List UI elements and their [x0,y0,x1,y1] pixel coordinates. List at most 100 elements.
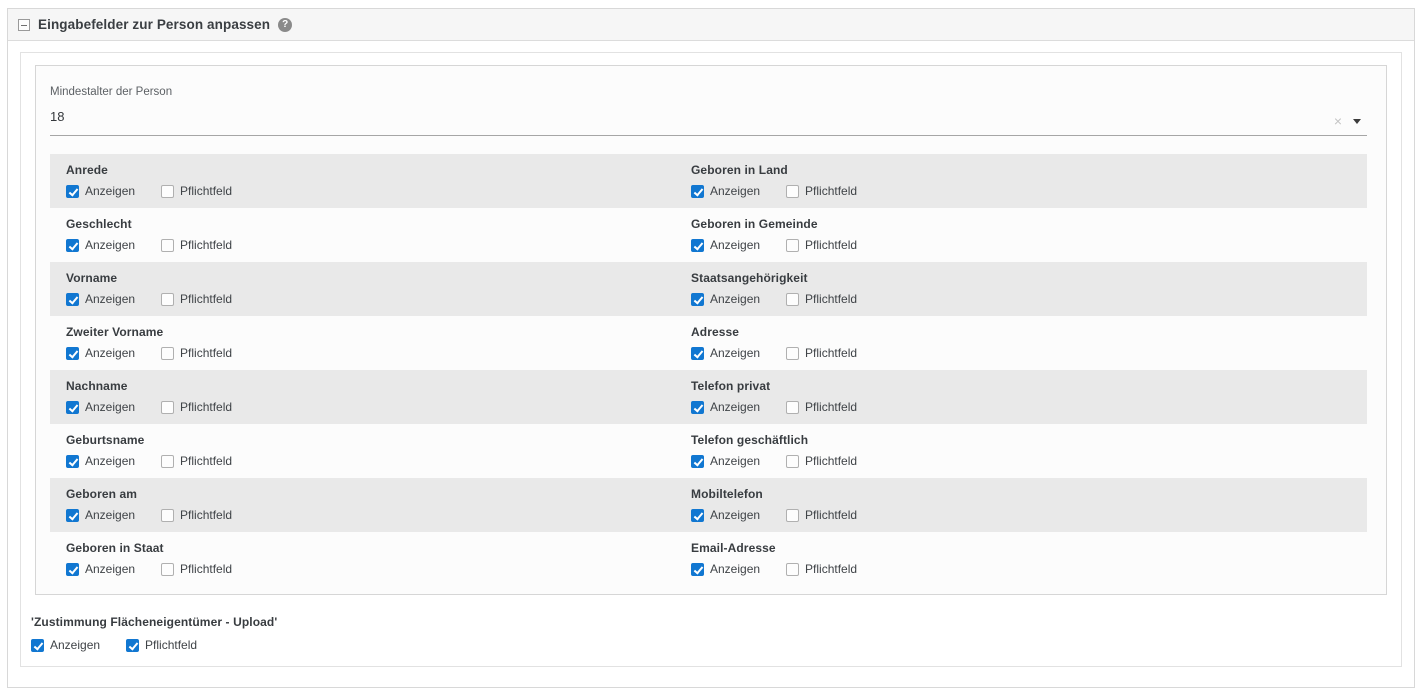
anzeigen-checkbox[interactable] [691,292,704,306]
anzeigen-label: Anzeigen [710,508,761,522]
pflichtfeld-label: Pflichtfeld [805,292,858,306]
required-checkbox-group: Pflichtfeld [786,508,857,522]
pflichtfeld-checkbox[interactable] [786,238,800,252]
help-icon[interactable]: ? [278,17,293,32]
field-row: Geburtsname Anzeigen Pflichtfeld Telefon… [50,424,1367,478]
checkbox-line: Anzeigen Pflichtfeld [31,638,1391,652]
field-row: Anrede Anzeigen Pflichtfeld Geboren in L… [50,154,1367,208]
anzeigen-checkbox[interactable] [691,454,704,468]
required-checkbox-group: Pflichtfeld [161,238,232,252]
field-config-cell: Geboren in Gemeinde Anzeigen Pflichtfeld [675,208,1367,262]
pflichtfeld-checkbox[interactable] [161,292,175,306]
anzeigen-checkbox[interactable] [691,508,704,522]
pflichtfeld-checkbox[interactable] [786,400,800,414]
min-age-value: 18 [50,109,65,124]
required-checkbox-group: Pflichtfeld [786,562,857,576]
clear-icon[interactable]: × [1333,113,1342,129]
collapse-icon[interactable] [18,18,30,31]
anzeigen-checkbox[interactable] [66,400,79,414]
show-checkbox-group: Anzeigen [66,346,135,360]
person-fields-section: Eingabefelder zur Person anpassen ? Mind… [7,8,1415,688]
checkbox-line: Anzeigen Pflichtfeld [691,400,1367,414]
anzeigen-checkbox[interactable] [691,400,704,414]
checkbox-line: Anzeigen Pflichtfeld [66,238,675,252]
show-checkbox-group: Anzeigen [66,184,135,198]
anzeigen-label: Anzeigen [85,400,136,414]
field-label: Email-Adresse [691,541,776,555]
required-checkbox-group: Pflichtfeld [161,400,232,414]
required-checkbox-group: Pflichtfeld [126,638,197,652]
anzeigen-checkbox[interactable] [66,184,79,198]
show-checkbox-group: Anzeigen [31,638,100,652]
min-age-select[interactable]: 18 × [50,108,1367,136]
pflichtfeld-label: Pflichtfeld [805,562,858,576]
anzeigen-label: Anzeigen [710,292,761,306]
min-age-field: Mindestalter der Person 18 × [50,86,1367,136]
anzeigen-checkbox[interactable] [66,562,79,576]
anzeigen-checkbox[interactable] [31,638,44,652]
field-config-cell: Anrede Anzeigen Pflichtfeld [50,154,675,208]
checkbox-line: Anzeigen Pflichtfeld [66,400,675,414]
field-config-cell: Adresse Anzeigen Pflichtfeld [675,316,1367,370]
pflichtfeld-label: Pflichtfeld [180,562,233,576]
pflichtfeld-checkbox[interactable] [786,184,800,198]
pflichtfeld-label: Pflichtfeld [805,508,858,522]
show-checkbox-group: Anzeigen [691,292,760,306]
anzeigen-checkbox[interactable] [691,346,704,360]
anzeigen-label: Anzeigen [85,562,136,576]
required-checkbox-group: Pflichtfeld [161,562,232,576]
pflichtfeld-checkbox[interactable] [161,562,175,576]
anzeigen-checkbox[interactable] [691,184,704,198]
anzeigen-label: Anzeigen [85,292,136,306]
required-checkbox-group: Pflichtfeld [786,184,857,198]
pflichtfeld-checkbox[interactable] [786,562,800,576]
anzeigen-label: Anzeigen [710,238,761,252]
show-checkbox-group: Anzeigen [691,562,760,576]
field-config-cell: Geburtsname Anzeigen Pflichtfeld [50,424,675,478]
pflichtfeld-checkbox[interactable] [786,508,800,522]
pflichtfeld-checkbox[interactable] [786,454,800,468]
field-label: 'Zustimmung Flächeneigentümer - Upload' [31,615,278,629]
pflichtfeld-checkbox[interactable] [161,400,175,414]
anzeigen-checkbox[interactable] [66,454,79,468]
checkbox-line: Anzeigen Pflichtfeld [66,508,675,522]
pflichtfeld-checkbox[interactable] [786,292,800,306]
field-label: Geschlecht [66,217,132,231]
required-checkbox-group: Pflichtfeld [161,184,232,198]
consent-upload-field: 'Zustimmung Flächeneigentümer - Upload' … [31,615,1391,652]
pflichtfeld-checkbox[interactable] [161,238,175,252]
anzeigen-checkbox[interactable] [691,562,704,576]
field-row: Geboren am Anzeigen Pflichtfeld Mobiltel… [50,478,1367,532]
required-checkbox-group: Pflichtfeld [786,346,857,360]
required-checkbox-group: Pflichtfeld [161,292,232,306]
section-header: Eingabefelder zur Person anpassen ? [8,9,1414,41]
pflichtfeld-label: Pflichtfeld [180,292,233,306]
field-label: Mobiltelefon [691,487,763,501]
pflichtfeld-checkbox[interactable] [161,508,175,522]
field-row: Zweiter Vorname Anzeigen Pflichtfeld Adr… [50,316,1367,370]
pflichtfeld-checkbox[interactable] [161,346,175,360]
pflichtfeld-checkbox[interactable] [161,184,175,198]
caret-down-icon[interactable] [1353,119,1361,124]
show-checkbox-group: Anzeigen [691,508,760,522]
anzeigen-checkbox[interactable] [66,292,79,306]
field-config-cell: Telefon privat Anzeigen Pflichtfeld [675,370,1367,424]
show-checkbox-group: Anzeigen [66,238,135,252]
required-checkbox-group: Pflichtfeld [161,346,232,360]
field-label: Nachname [66,379,128,393]
checkbox-line: Anzeigen Pflichtfeld [691,184,1367,198]
checkbox-line: Anzeigen Pflichtfeld [66,184,675,198]
show-checkbox-group: Anzeigen [66,508,135,522]
pflichtfeld-checkbox[interactable] [786,346,800,360]
pflichtfeld-checkbox[interactable] [126,638,140,652]
pflichtfeld-checkbox[interactable] [161,454,175,468]
section-title: Eingabefelder zur Person anpassen [38,17,271,32]
checkbox-line: Anzeigen Pflichtfeld [66,562,675,576]
anzeigen-label: Anzeigen [85,454,136,468]
anzeigen-checkbox[interactable] [66,508,79,522]
anzeigen-checkbox[interactable] [66,238,79,252]
required-checkbox-group: Pflichtfeld [161,454,232,468]
anzeigen-checkbox[interactable] [691,238,704,252]
field-label: Staatsangehörigkeit [691,271,808,285]
anzeigen-checkbox[interactable] [66,346,79,360]
